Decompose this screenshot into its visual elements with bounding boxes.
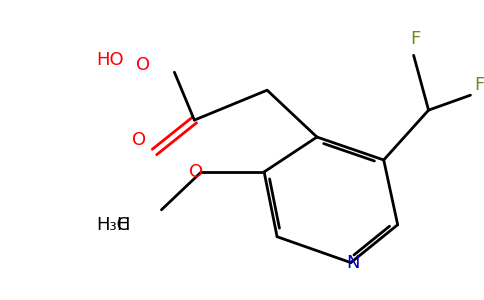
- Text: HO: HO: [96, 51, 123, 69]
- Text: H₃C: H₃C: [96, 216, 130, 234]
- Text: N: N: [346, 254, 360, 272]
- Text: H: H: [116, 216, 130, 234]
- Text: F: F: [410, 30, 421, 48]
- Text: O: O: [133, 131, 147, 149]
- Text: O: O: [189, 163, 203, 181]
- Text: O: O: [136, 56, 151, 74]
- Text: F: F: [474, 76, 484, 94]
